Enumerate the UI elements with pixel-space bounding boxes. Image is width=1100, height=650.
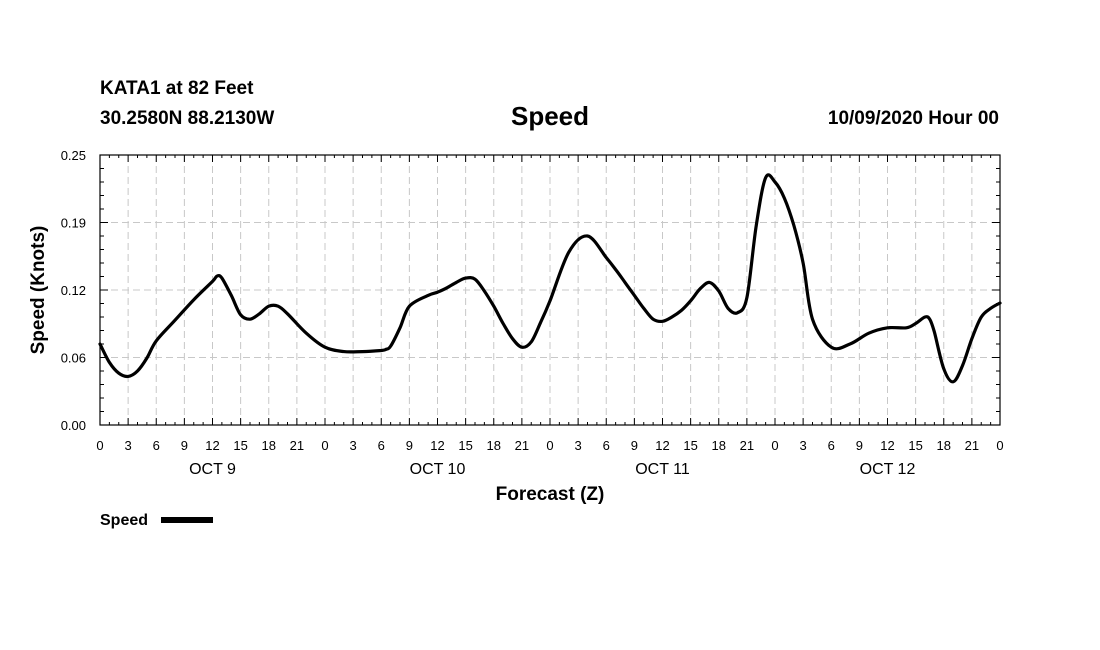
x-tick-label: 18: [487, 438, 501, 453]
x-tick-label: 21: [965, 438, 979, 453]
x-tick-label: 9: [181, 438, 188, 453]
y-tick-label: 0.12: [61, 283, 86, 298]
x-axis-label: Forecast (Z): [496, 484, 605, 505]
y-tick-label: 0.25: [61, 148, 86, 163]
x-tick-label: 0: [321, 438, 328, 453]
day-labels: OCT 9 OCT 10 OCT 11 OCT 12: [189, 461, 915, 478]
x-tick-label: 18: [262, 438, 276, 453]
forecast-datetime: 10/09/2020 Hour 00: [828, 108, 999, 129]
x-tick-label: 12: [205, 438, 219, 453]
station-name: KATA1 at 82 Feet: [100, 78, 254, 99]
x-tick-label: 6: [828, 438, 835, 453]
x-tick-label: 12: [430, 438, 444, 453]
x-axis-ticks: 0 3 6 9 12 15 18 21 0 3 6 9 12 15 18 21 0 3 6 9 12 15 18 21 0 3 6 9…: [96, 155, 1004, 453]
x-tick-label: 6: [153, 438, 160, 453]
y-tick-label: 0.00: [61, 418, 86, 433]
x-tick-label: 21: [515, 438, 529, 453]
x-tick-label: 3: [800, 438, 807, 453]
x-tick-label: 18: [937, 438, 951, 453]
x-tick-label: 0: [996, 438, 1003, 453]
station-location: 30.2580N 88.2130W: [100, 108, 274, 129]
x-tick-label: 15: [458, 438, 472, 453]
day-label: OCT 10: [410, 461, 466, 478]
legend-label: Speed: [100, 512, 148, 529]
x-tick-label: 21: [740, 438, 754, 453]
y-axis-label: Speed (Knots): [28, 226, 49, 355]
x-tick-label: 3: [125, 438, 132, 453]
x-tick-label: 9: [631, 438, 638, 453]
x-tick-label: 15: [233, 438, 247, 453]
x-tick-label: 3: [350, 438, 357, 453]
x-tick-label: 12: [880, 438, 894, 453]
x-tick-label: 6: [603, 438, 610, 453]
day-label: OCT 12: [860, 461, 916, 478]
x-tick-label: 3: [575, 438, 582, 453]
day-label: OCT 9: [189, 461, 236, 478]
x-tick-label: 6: [378, 438, 385, 453]
x-tick-label: 18: [712, 438, 726, 453]
x-tick-label: 9: [406, 438, 413, 453]
chart-title: Speed: [511, 101, 589, 131]
x-tick-label: 9: [856, 438, 863, 453]
y-tick-label: 0.19: [61, 216, 86, 231]
x-tick-label: 12: [655, 438, 669, 453]
legend-swatch: [161, 517, 213, 523]
x-tick-label: 15: [683, 438, 697, 453]
y-axis-ticks: 0.00 0.06 0.12 0.19 0.25: [61, 148, 1000, 433]
x-tick-label: 0: [771, 438, 778, 453]
x-tick-label: 15: [908, 438, 922, 453]
grid-lines: [100, 155, 1000, 425]
x-tick-label: 0: [96, 438, 103, 453]
x-tick-label: 21: [290, 438, 304, 453]
speed-series-line: [98, 173, 1002, 384]
y-tick-label: 0.06: [61, 351, 86, 366]
day-label: OCT 11: [635, 461, 690, 478]
x-tick-label: 0: [546, 438, 553, 453]
